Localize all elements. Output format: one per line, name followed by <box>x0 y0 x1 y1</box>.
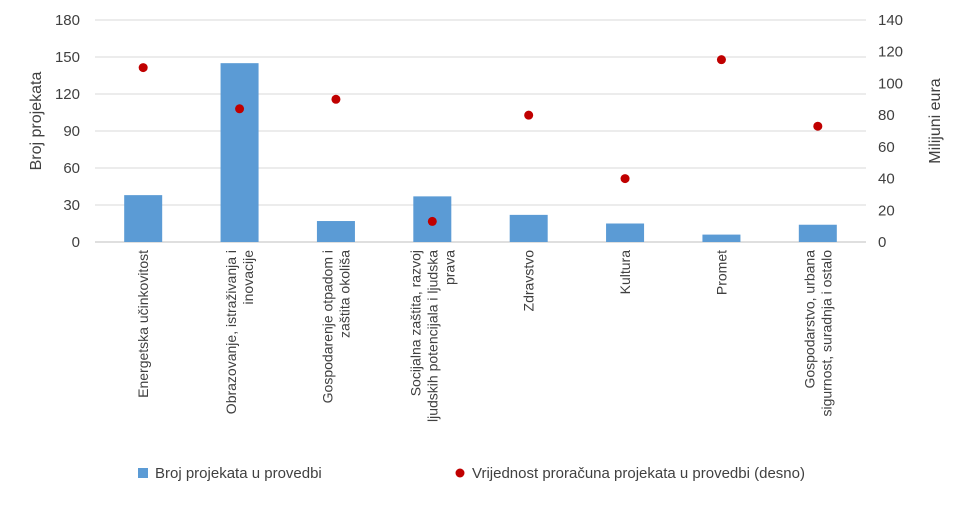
bar <box>316 221 355 242</box>
y-tick-right: 0 <box>878 234 886 251</box>
data-point <box>138 63 148 73</box>
gridlines <box>95 19 866 243</box>
y-axis-title-left: Broj projekata <box>28 72 45 171</box>
y-tick-left: 150 <box>55 49 80 66</box>
bar <box>220 63 259 242</box>
y-tick-right: 140 <box>878 12 903 29</box>
y-tick-left: 60 <box>63 160 80 177</box>
legend-label-bar: Broj projekata u provedbi <box>155 465 322 482</box>
y-tick-left: 90 <box>63 123 80 140</box>
y-tick-left: 30 <box>63 197 80 214</box>
category-label: Gospodarenje otpadom izaštita okoliša <box>319 250 352 404</box>
scatter-series <box>138 55 823 226</box>
category-label: Promet <box>713 250 729 295</box>
category-label: Obrazovanje, istraživanja iinovacije <box>223 250 256 414</box>
category-label: Kultura <box>617 250 633 295</box>
bar <box>606 223 645 242</box>
bar <box>798 224 837 242</box>
legend-swatch-dot <box>455 468 465 478</box>
category-label: Energetska učinkovitost <box>135 250 151 398</box>
legend-swatch-bar <box>138 468 148 478</box>
category-label: Socijalna zaštita, razvojljudskih potenc… <box>407 250 457 422</box>
bar <box>509 214 548 242</box>
data-point <box>813 121 823 131</box>
data-point <box>524 110 534 120</box>
axis-ticks: 0 30 60 90 120 150 180 0 20 40 60 80 100 120 140 <box>55 12 903 251</box>
data-point <box>716 55 726 65</box>
y-tick-left: 120 <box>55 86 80 103</box>
category-label: Zdravstvo <box>521 250 537 312</box>
y-tick-right: 60 <box>878 139 895 156</box>
y-tick-right: 80 <box>878 107 895 124</box>
y-tick-right: 20 <box>878 202 895 219</box>
category-labels: Energetska učinkovitost Obrazovanje, istr… <box>135 250 834 422</box>
y-tick-right: 100 <box>878 75 903 92</box>
category-label: Gospodarstvo, urbanasigurnost, suradnja … <box>801 250 834 417</box>
data-point <box>331 94 341 104</box>
y-tick-right: 120 <box>878 44 903 61</box>
legend: Broj projekata u provedbi Vrijednost pro… <box>138 465 805 482</box>
data-point <box>235 104 245 114</box>
data-point <box>427 216 437 226</box>
y-tick-left: 0 <box>72 234 80 251</box>
bar <box>124 195 163 242</box>
data-point <box>620 174 630 184</box>
y-tick-right: 40 <box>878 171 895 188</box>
legend-label-dot: Vrijednost proračuna projekata u provedb… <box>472 465 805 482</box>
y-axis-title-right: Milijuni eura <box>927 78 944 163</box>
bar <box>702 234 741 242</box>
bar-series <box>124 63 837 242</box>
y-tick-left: 180 <box>55 12 80 29</box>
